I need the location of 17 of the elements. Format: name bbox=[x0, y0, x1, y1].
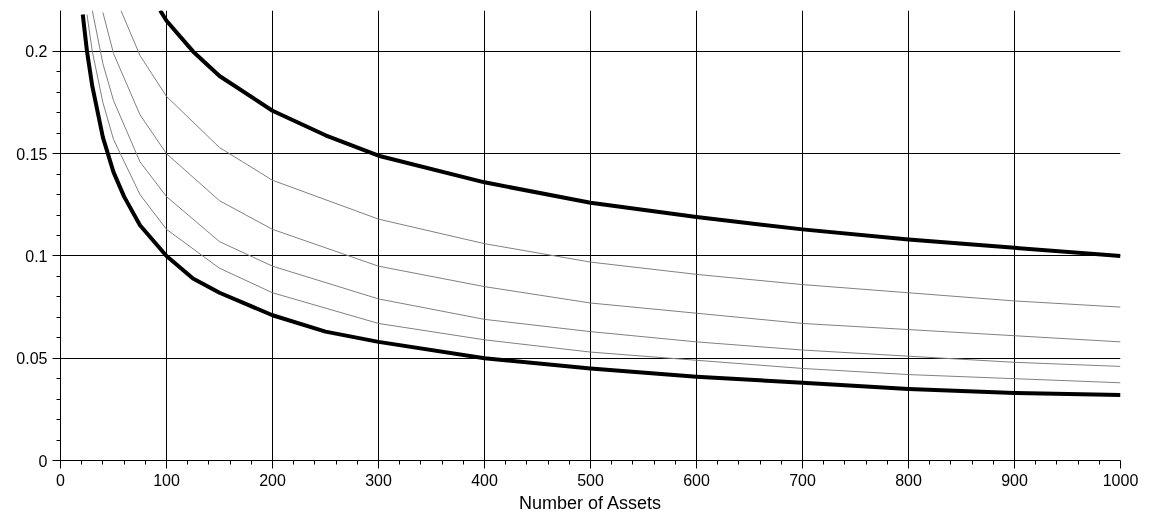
x-tick-label: 700 bbox=[789, 471, 816, 489]
y-tick-label: 0.05 bbox=[16, 350, 48, 368]
y-tick-label: 0.1 bbox=[25, 247, 48, 265]
y-tick-label: 0.2 bbox=[25, 43, 48, 61]
x-tick-label: 500 bbox=[577, 471, 604, 489]
x-tick-label: 1000 bbox=[1102, 471, 1139, 489]
x-tick-label: 300 bbox=[365, 471, 392, 489]
x-tick-label: 600 bbox=[683, 471, 710, 489]
y-tick-label: 0 bbox=[38, 452, 48, 470]
x-tick-label: 400 bbox=[471, 471, 498, 489]
x-tick-label: 200 bbox=[259, 471, 286, 489]
x-tick-label: 800 bbox=[895, 471, 922, 489]
y-tick-label: 0.15 bbox=[16, 145, 48, 163]
x-tick-label: 0 bbox=[56, 471, 66, 489]
x-tick-label: 100 bbox=[153, 471, 180, 489]
x-axis-title: Number of Assets bbox=[518, 492, 662, 513]
x-tick-label: 900 bbox=[1001, 471, 1028, 489]
